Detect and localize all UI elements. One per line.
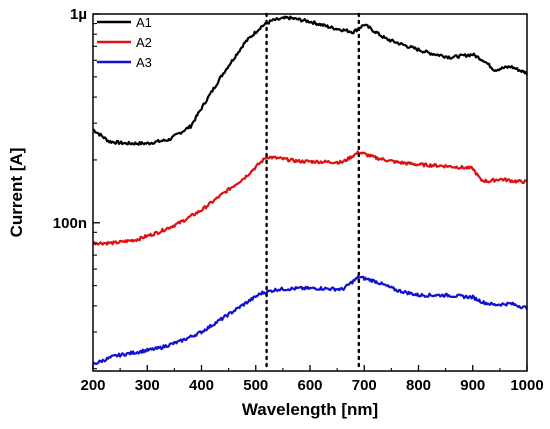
x-tick-label: 800 bbox=[406, 377, 431, 394]
x-tick-label: 200 bbox=[80, 377, 105, 394]
x-tick-label: 500 bbox=[243, 377, 268, 394]
y-tick-label: 1µ bbox=[70, 6, 87, 23]
legend-label-a3: A3 bbox=[136, 55, 152, 70]
legend-label-a1: A1 bbox=[136, 15, 152, 30]
series-line-a3 bbox=[92, 275, 529, 366]
x-tick-label: 600 bbox=[297, 377, 322, 394]
x-axis-title: Wavelength [nm] bbox=[242, 400, 378, 419]
y-axis: 100n 1µ bbox=[53, 6, 100, 370]
y-axis-title: Current [A] bbox=[7, 148, 26, 238]
x-tick-label: 300 bbox=[135, 377, 160, 394]
x-tick-label: 400 bbox=[189, 377, 214, 394]
legend: A1 A2 A3 bbox=[97, 15, 152, 70]
x-axis: 200 300 400 500 600 700 800 900 1000 bbox=[80, 365, 544, 394]
series-layer bbox=[92, 15, 529, 366]
x-tick-label: 900 bbox=[460, 377, 485, 394]
y-tick-label: 100n bbox=[53, 215, 87, 232]
legend-label-a2: A2 bbox=[136, 35, 152, 50]
x-tick-label: 700 bbox=[352, 377, 377, 394]
x-tick-label: 1000 bbox=[510, 377, 543, 394]
series-line-a2 bbox=[92, 150, 528, 246]
series-line-a1 bbox=[92, 15, 529, 146]
